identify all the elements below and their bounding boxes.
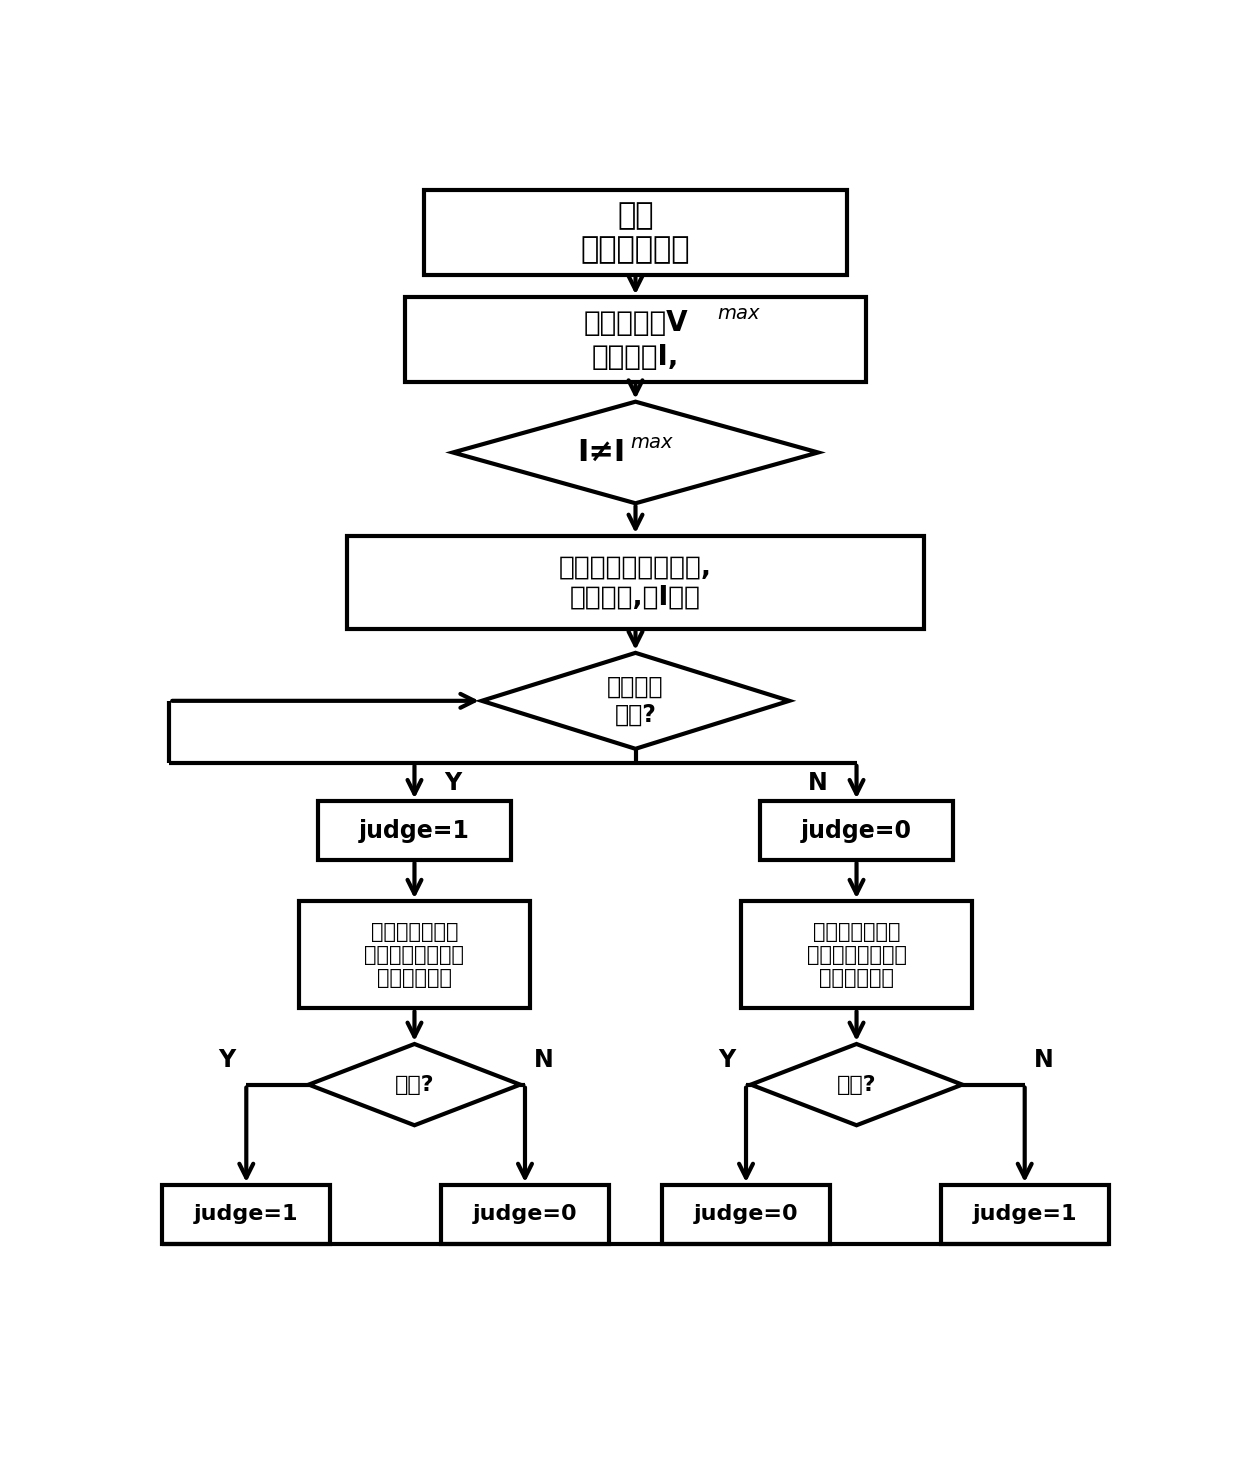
Bar <box>424 191 847 274</box>
Text: N: N <box>808 771 828 795</box>
Bar <box>319 802 511 861</box>
Text: judge=1: judge=1 <box>193 1205 299 1224</box>
Bar <box>760 802 952 861</box>
Polygon shape <box>453 402 818 503</box>
Text: judge=1: judge=1 <box>360 818 470 843</box>
Text: Y: Y <box>218 1048 236 1072</box>
Text: N: N <box>534 1048 554 1072</box>
Text: N: N <box>1034 1048 1054 1072</box>
Text: Y: Y <box>718 1048 735 1072</box>
Text: I≠I: I≠I <box>578 438 626 468</box>
Text: 电压値增加一个步长,
采集数据,与I比较: 电压値增加一个步长, 采集数据,与I比较 <box>559 554 712 610</box>
Polygon shape <box>751 1044 962 1126</box>
Text: Y: Y <box>444 771 461 795</box>
Bar <box>299 902 529 1009</box>
Bar <box>941 1185 1109 1243</box>
Bar <box>404 298 866 383</box>
Text: 开始
设置扫描参数: 开始 设置扫描参数 <box>580 201 691 264</box>
Text: 增大?: 增大? <box>394 1075 434 1095</box>
Text: 电压减小一个步
长，采集数据并与
之前数据比较: 电压减小一个步 长，采集数据并与 之前数据比较 <box>806 922 906 988</box>
Text: 采集数据I,: 采集数据I, <box>591 343 680 371</box>
Text: 电压增加一个步
长，采集数据并与
之前数据比较: 电压增加一个步 长，采集数据并与 之前数据比较 <box>365 922 465 988</box>
Bar <box>162 1185 330 1243</box>
Text: judge=0: judge=0 <box>472 1205 578 1224</box>
Bar <box>742 902 972 1009</box>
Text: judge=1: judge=1 <box>972 1205 1078 1224</box>
Polygon shape <box>481 652 789 749</box>
Bar <box>441 1185 609 1243</box>
Text: 设置电压为V: 设置电压为V <box>583 309 688 337</box>
Bar <box>347 537 924 629</box>
Text: judge=0: judge=0 <box>801 818 913 843</box>
Text: 输出信号
增大?: 输出信号 增大? <box>608 674 663 727</box>
Text: max: max <box>631 434 673 453</box>
Text: max: max <box>717 303 760 323</box>
Bar <box>662 1185 830 1243</box>
Text: 增大?: 增大? <box>837 1075 877 1095</box>
Text: judge=0: judge=0 <box>693 1205 799 1224</box>
Polygon shape <box>309 1044 521 1126</box>
